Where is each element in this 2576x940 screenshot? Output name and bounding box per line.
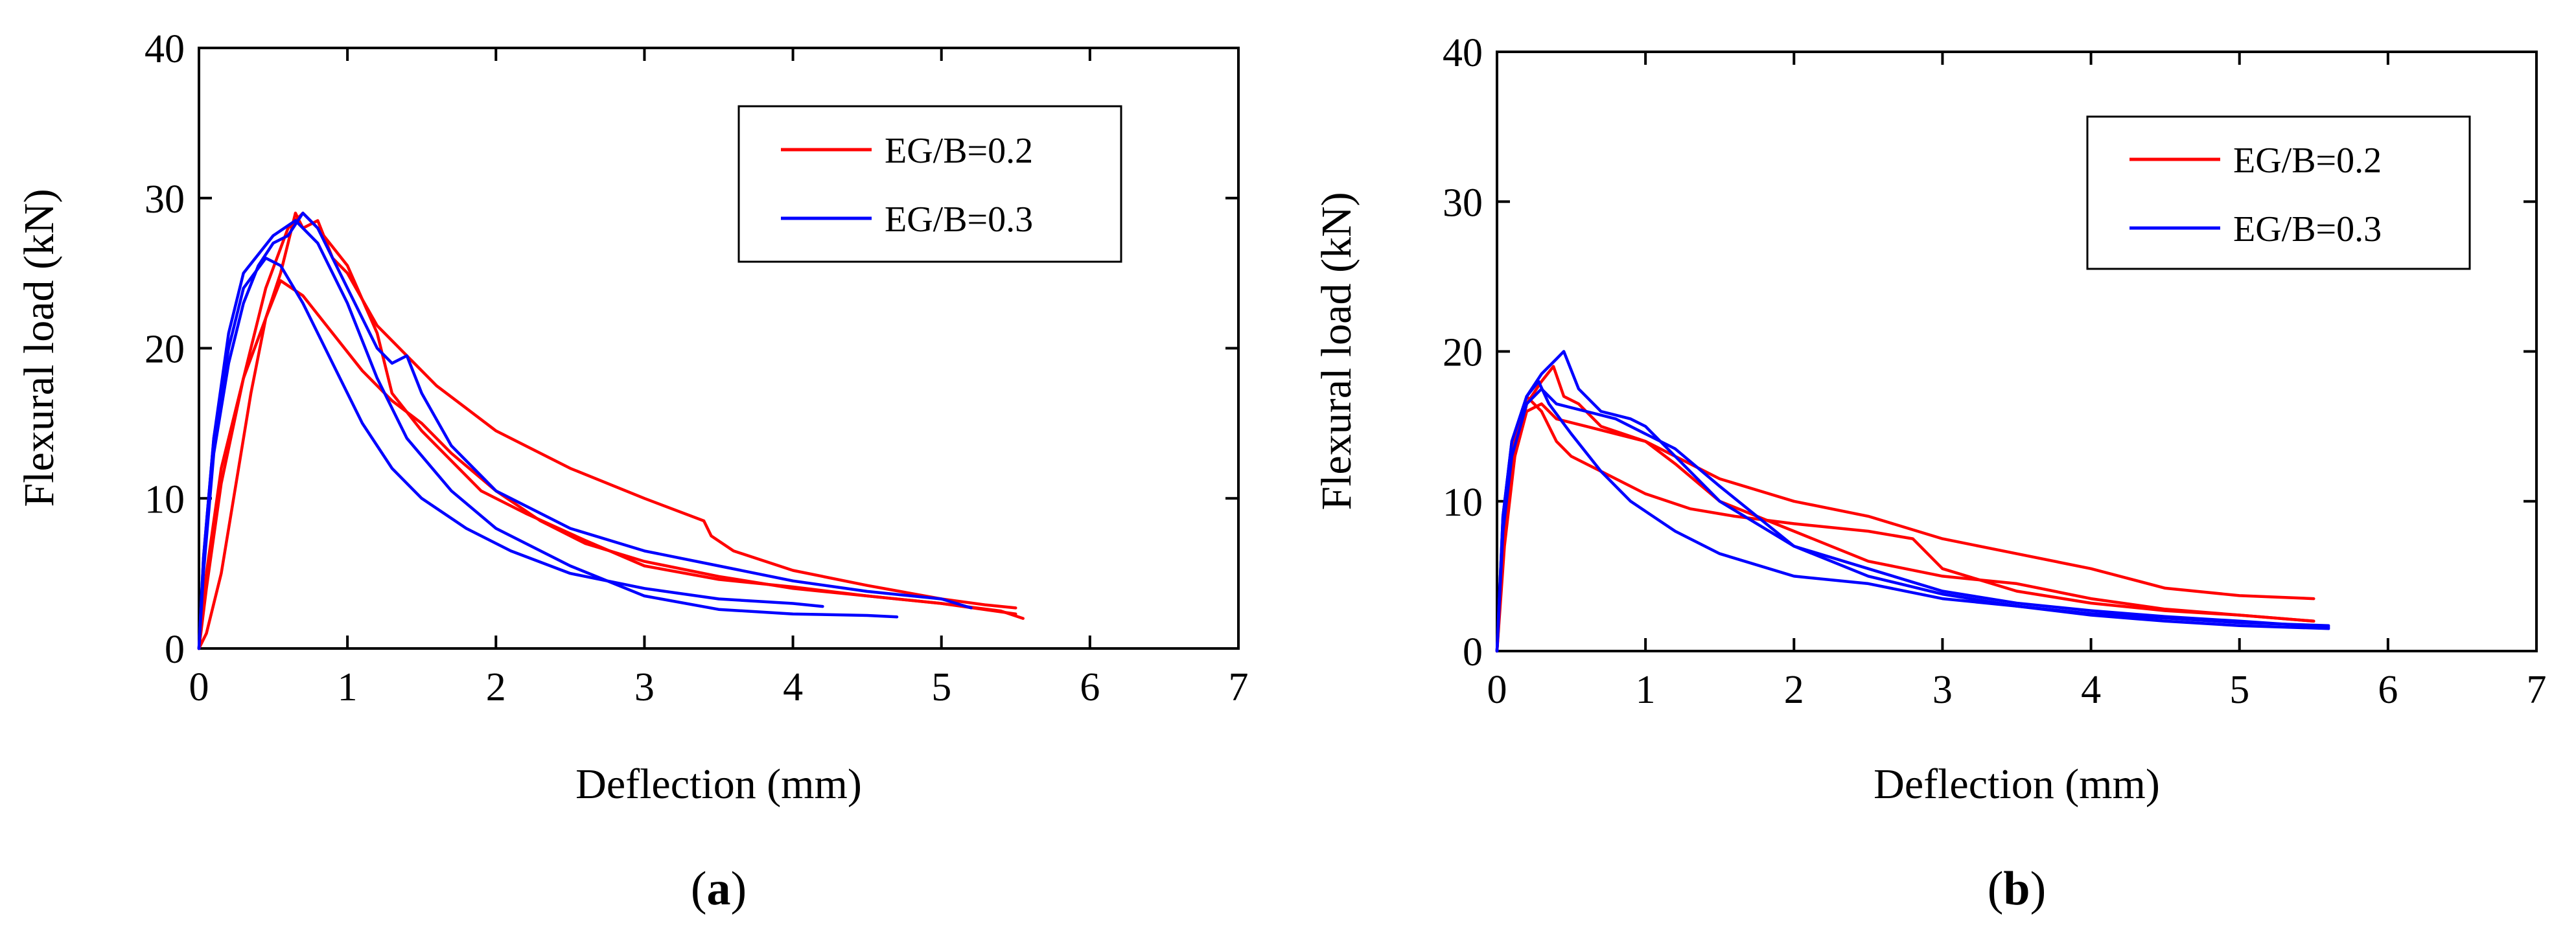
tick-marks-a <box>198 47 1240 650</box>
legend-b: EG/B=0.2 EG/B=0.3 <box>2086 115 2471 270</box>
y-tick-label-b-3: 30 <box>1443 181 1483 225</box>
x-tick-label-b-5: 5 <box>2229 668 2249 712</box>
legend-box-a <box>737 105 1122 263</box>
x-tick-label-b-1: 1 <box>1636 668 1656 712</box>
x-tick-label-b-0: 0 <box>1487 668 1507 712</box>
x-tick-label-a-4: 4 <box>783 665 803 709</box>
series-line-b-0 <box>1495 365 2315 653</box>
series-line-a-0 <box>197 211 1017 650</box>
panel-letter-a: a <box>707 862 731 915</box>
legend-label-a-1: EG/B=0.3 <box>885 200 1033 240</box>
y-tick-label-b-0: 0 <box>1463 630 1483 674</box>
x-axis-title-b: Deflection (mm) <box>1874 761 2160 808</box>
x-tick-label-a-5: 5 <box>931 665 951 709</box>
series-line-b-3 <box>1495 350 2330 653</box>
x-tick-label-b-7: 7 <box>2527 668 2547 712</box>
legend-label-b-0: EG/B=0.2 <box>2233 141 2382 181</box>
legend-box-b <box>2086 115 2471 270</box>
x-tick-label-b-3: 3 <box>1932 668 1953 712</box>
panel-label-a: (a) <box>691 862 747 915</box>
x-tick-labels-b: 0 1 2 3 4 5 6 7 <box>1487 668 2547 712</box>
y-axis-title-b: Flexural load (kN) <box>1313 192 1360 510</box>
x-tick-label-b-2: 2 <box>1784 668 1804 712</box>
series-line-b-4 <box>1495 380 2330 653</box>
y-tick-labels-b: 0 10 20 30 40 <box>1443 31 1483 674</box>
x-tick-label-a-2: 2 <box>486 665 506 709</box>
series-line-a-5 <box>197 219 899 650</box>
x-axis-title-a: Deflection (mm) <box>575 761 862 808</box>
x-tick-label-b-4: 4 <box>2081 668 2101 712</box>
x-tick-label-a-1: 1 <box>338 665 358 709</box>
x-tick-label-a-6: 6 <box>1080 665 1100 709</box>
y-axis-title-a: Flexural load (kN) <box>16 189 63 507</box>
chart-panel-b: 0 1 2 3 4 5 6 7 0 10 20 30 40 Deflection (mm) Flexu… <box>1313 31 2547 915</box>
legend-label-a-0: EG/B=0.2 <box>885 131 1033 171</box>
x-tick-label-b-6: 6 <box>2378 668 2398 712</box>
series-line-b-2 <box>1495 402 2315 653</box>
series-line-b-1 <box>1495 395 2315 653</box>
x-tick-label-a-7: 7 <box>1229 665 1249 709</box>
series-line-a-2 <box>197 211 1025 650</box>
chart-panel-a: 0 1 2 3 4 5 6 7 0 10 20 30 40 Deflection (mm) Flexu… <box>16 27 1249 915</box>
series-group-a <box>197 211 1025 650</box>
y-tick-label-a-4: 40 <box>145 27 185 71</box>
x-tick-label-a-3: 3 <box>634 665 655 709</box>
x-tick-labels-a: 0 1 2 3 4 5 6 7 <box>189 665 1249 709</box>
y-tick-label-b-2: 20 <box>1443 331 1483 375</box>
y-tick-label-a-0: 0 <box>165 628 185 672</box>
legend-a: EG/B=0.2 EG/B=0.3 <box>737 105 1122 263</box>
y-tick-label-a-2: 20 <box>145 328 185 372</box>
y-tick-labels-a: 0 10 20 30 40 <box>145 27 185 672</box>
panel-label-b: (b) <box>1988 862 2046 915</box>
series-line-a-4 <box>197 257 824 650</box>
x-tick-label-a-0: 0 <box>189 665 209 709</box>
series-group-b <box>1495 350 2330 653</box>
y-tick-label-a-1: 10 <box>145 477 185 522</box>
legend-label-b-1: EG/B=0.3 <box>2233 209 2382 249</box>
series-line-a-3 <box>197 211 973 650</box>
y-tick-label-b-4: 40 <box>1443 31 1483 75</box>
panel-letter-b: b <box>2003 862 2030 915</box>
y-tick-label-b-1: 10 <box>1443 481 1483 525</box>
series-line-b-5 <box>1495 387 2330 653</box>
y-tick-label-a-3: 30 <box>145 178 185 222</box>
